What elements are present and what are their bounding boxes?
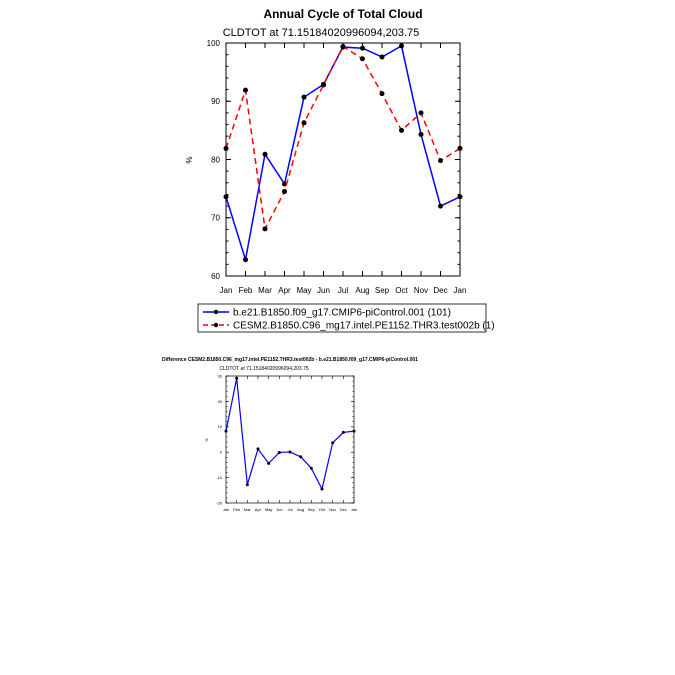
legend-label-blue: b.e21.B1850.f09_g17.CMIP6-piControl.001 …	[233, 308, 451, 319]
series-1-point	[243, 87, 248, 93]
series-0-point	[341, 430, 345, 434]
y-tick-label: 0	[220, 450, 223, 455]
series-1-point	[282, 189, 287, 195]
x-tick-label: Nov	[414, 286, 428, 295]
series-line-0	[225, 44, 461, 260]
series-1-point	[457, 145, 463, 151]
series-1-point	[223, 145, 229, 151]
series-0-point	[224, 429, 228, 433]
x-tick-label: Jan	[351, 507, 357, 512]
x-tick-label: Jun	[317, 286, 330, 295]
legend-marker-red	[213, 322, 219, 328]
x-tick-label: Sep	[375, 286, 390, 295]
series-0-point	[379, 54, 385, 60]
x-tick-label: Feb	[239, 286, 253, 295]
series-line-1	[225, 45, 461, 232]
series-1-point	[321, 82, 326, 88]
y-tick-label: 20	[218, 399, 223, 404]
main-series	[223, 43, 463, 263]
legend-marker-blue	[213, 309, 219, 315]
series-0-point	[331, 441, 335, 445]
series-0-point	[352, 429, 356, 433]
series-1-point	[360, 56, 365, 62]
series-0-point	[360, 45, 365, 51]
series-1-point	[418, 110, 424, 116]
x-tick-label: Jul	[287, 507, 292, 512]
series-line-0	[225, 378, 355, 491]
main-subtitle: CLDTOT at 71.15184020996094,203.75	[223, 27, 420, 39]
legend-label-red: CESM2.B1850.C96_mg17.intel.PE1152.THR3.t…	[233, 321, 495, 332]
series-0-point	[418, 131, 424, 137]
x-tick-label: Sep	[308, 507, 316, 512]
x-tick-label: May	[265, 507, 273, 512]
difference-x-ticks: Jan Feb Mar Apr May Jun Jul Aug Sep Oct Nov Dec Jan	[223, 376, 357, 512]
series-0-point	[438, 203, 443, 209]
x-tick-label: May	[296, 286, 311, 295]
series-0-point	[223, 194, 229, 200]
x-tick-label: Aug	[355, 286, 369, 295]
x-tick-label: Dec	[433, 286, 447, 295]
series-0-point	[320, 487, 324, 491]
x-tick-label: Jul	[338, 286, 348, 295]
main-title: Annual Cycle of Total Cloud	[263, 7, 422, 21]
y-tick-label: 90	[211, 97, 220, 106]
y-tick-label: 100	[207, 39, 221, 48]
main-y-axis-label: %	[185, 156, 194, 163]
x-tick-label: Jan	[223, 507, 229, 512]
series-0-point	[288, 450, 292, 454]
y-tick-label: -20	[216, 500, 223, 505]
main-chart: Annual Cycle of Total Cloud CLDTOT at 71…	[185, 7, 466, 295]
difference-y-ticks: -20 -10 0 10 20 30	[216, 373, 354, 505]
y-tick-label: 80	[211, 155, 220, 164]
y-tick-label: -10	[216, 475, 223, 480]
main-plot-frame	[225, 42, 461, 277]
y-tick-label: 70	[211, 214, 220, 223]
series-0-point	[457, 194, 463, 200]
difference-series	[224, 376, 356, 491]
series-1-point	[340, 43, 346, 49]
y-tick-label: 60	[211, 272, 220, 281]
series-0-point	[277, 450, 281, 454]
x-tick-label: Oct	[319, 507, 326, 512]
series-0-point	[256, 447, 260, 451]
legend: b.e21.B1850.f09_g17.CMIP6-piControl.001 …	[197, 303, 495, 333]
series-0-point	[309, 466, 313, 470]
x-tick-label: Apr	[278, 286, 291, 295]
difference-title: Difference CESM2.B1850.C96_mg17.intel.PE…	[162, 357, 418, 363]
series-1-point	[262, 226, 268, 232]
x-tick-label: Jan	[454, 286, 467, 295]
difference-subtitle: CLDTOT at 71.15184020996094,203.75	[219, 366, 309, 372]
series-1-point	[399, 127, 404, 133]
series-0-point	[262, 151, 268, 157]
y-tick-label: 30	[218, 373, 223, 378]
series-0-point	[267, 461, 271, 465]
series-0-point	[243, 257, 248, 263]
difference-y-axis-label: %	[204, 438, 209, 442]
series-1-point	[379, 91, 385, 97]
series-0-point	[282, 181, 287, 187]
series-0-point	[301, 94, 307, 100]
x-tick-label: Feb	[233, 507, 241, 512]
series-0-point	[299, 455, 303, 459]
x-tick-label: Nov	[329, 507, 336, 512]
x-tick-label: Oct	[395, 286, 408, 295]
x-tick-label: Apr	[255, 507, 262, 512]
legend-box	[197, 303, 487, 333]
x-tick-label: Jan	[220, 286, 233, 295]
series-0-point	[399, 43, 404, 49]
x-tick-label: Jun	[276, 507, 282, 512]
series-1-point	[301, 120, 307, 126]
x-tick-label: Aug	[297, 507, 304, 512]
series-1-point	[438, 158, 443, 164]
y-tick-label: 10	[218, 424, 223, 429]
series-0-point	[245, 483, 249, 487]
x-tick-label: Dec	[340, 507, 347, 512]
difference-plot-frame	[225, 375, 355, 504]
difference-chart: Difference CESM2.B1850.C96_mg17.intel.PE…	[162, 357, 418, 512]
series-0-point	[235, 376, 239, 380]
x-tick-label: Mar	[244, 507, 252, 512]
x-tick-label: Mar	[258, 286, 272, 295]
main-y-ticks: 60 70 80 90 100	[207, 39, 460, 281]
